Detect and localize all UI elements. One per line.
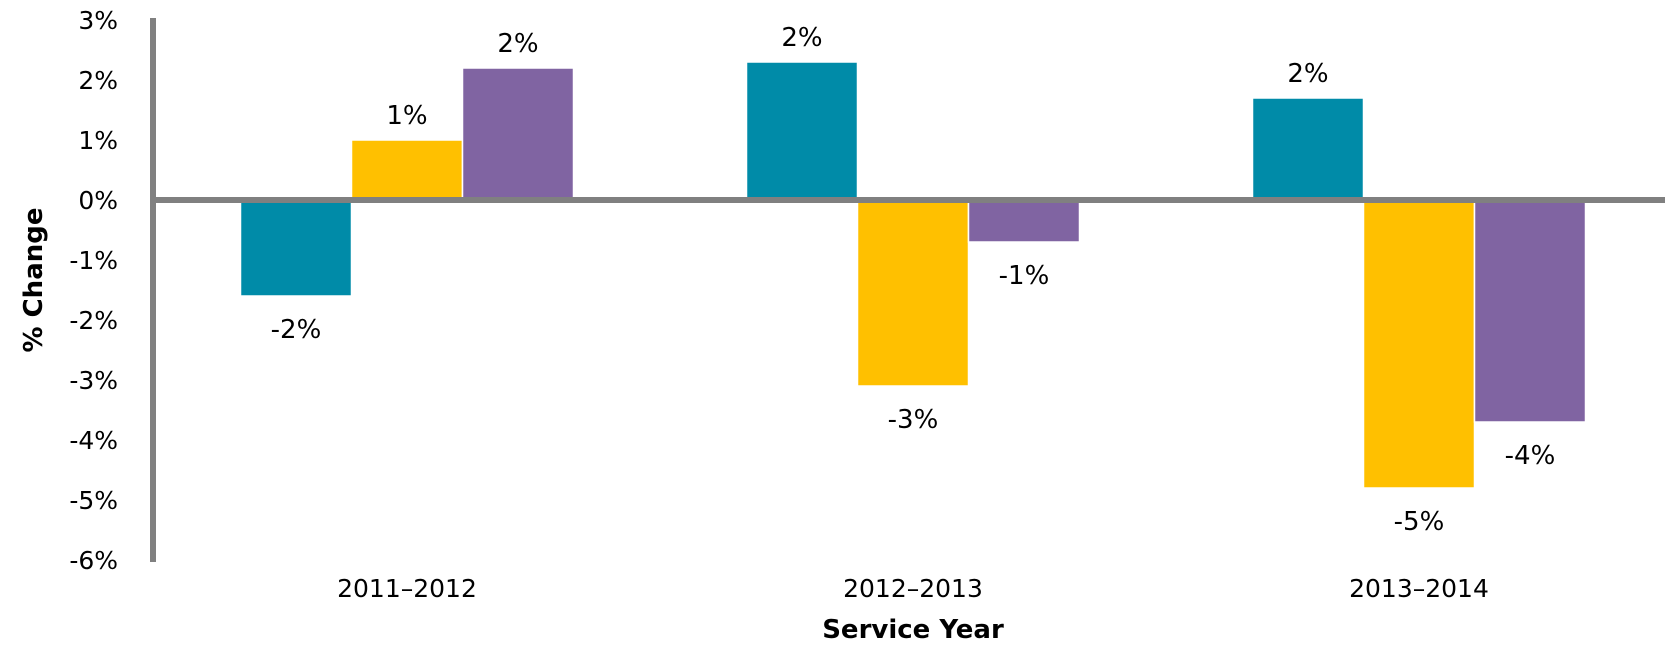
- data-label: -5%: [1394, 507, 1445, 537]
- bar-series-2-2012–2013: [856, 199, 970, 387]
- y-tick-label: -2%: [69, 306, 118, 335]
- data-label: 2%: [781, 23, 822, 53]
- bar-series-2-2013–2014: [1362, 199, 1476, 489]
- y-axis-title: % Change: [19, 208, 49, 353]
- y-tick-label: 3%: [78, 6, 118, 35]
- data-label: 2%: [1287, 59, 1328, 89]
- bar-series-1-2013–2014: [1251, 97, 1365, 201]
- y-tick-label: 2%: [78, 66, 118, 95]
- data-label: -1%: [999, 261, 1050, 291]
- x-category-label: 2012–2013: [843, 574, 983, 603]
- y-tick-label: -5%: [69, 486, 118, 515]
- y-tick-label: -6%: [69, 546, 118, 575]
- bars-layer: [239, 61, 1587, 489]
- axes-layer: [150, 18, 1665, 562]
- data-label: -2%: [271, 315, 322, 345]
- data-label: -4%: [1505, 441, 1556, 471]
- bar-series-3-2012–2013: [967, 199, 1081, 243]
- data-label: -3%: [888, 405, 939, 435]
- y-tick-label: 0%: [78, 186, 118, 215]
- y-tick-label: -3%: [69, 366, 118, 395]
- y-tick-label: -4%: [69, 426, 118, 455]
- bar-series-1-2012–2013: [745, 61, 859, 201]
- y-tick-label: 1%: [78, 126, 118, 155]
- bar-series-3-2013–2014: [1473, 199, 1587, 423]
- y-tick-label: -1%: [69, 246, 118, 275]
- bar-series-1-2011–2012: [239, 199, 353, 297]
- x-axis-title: Service Year: [822, 615, 1004, 645]
- x-category-label: 2011–2012: [337, 574, 477, 603]
- x-category-label: 2013–2014: [1349, 574, 1489, 603]
- labels-layer: -2% 2% 2% 1% -3% -5% 2% -1% -4% 3% 2% 1% 0% -1% -2% -3%…: [69, 6, 1555, 603]
- data-label: 1%: [386, 101, 427, 131]
- bar-series-3-2011–2012: [461, 67, 575, 201]
- bar-series-2-2011–2012: [350, 139, 464, 201]
- data-label: 2%: [497, 29, 538, 59]
